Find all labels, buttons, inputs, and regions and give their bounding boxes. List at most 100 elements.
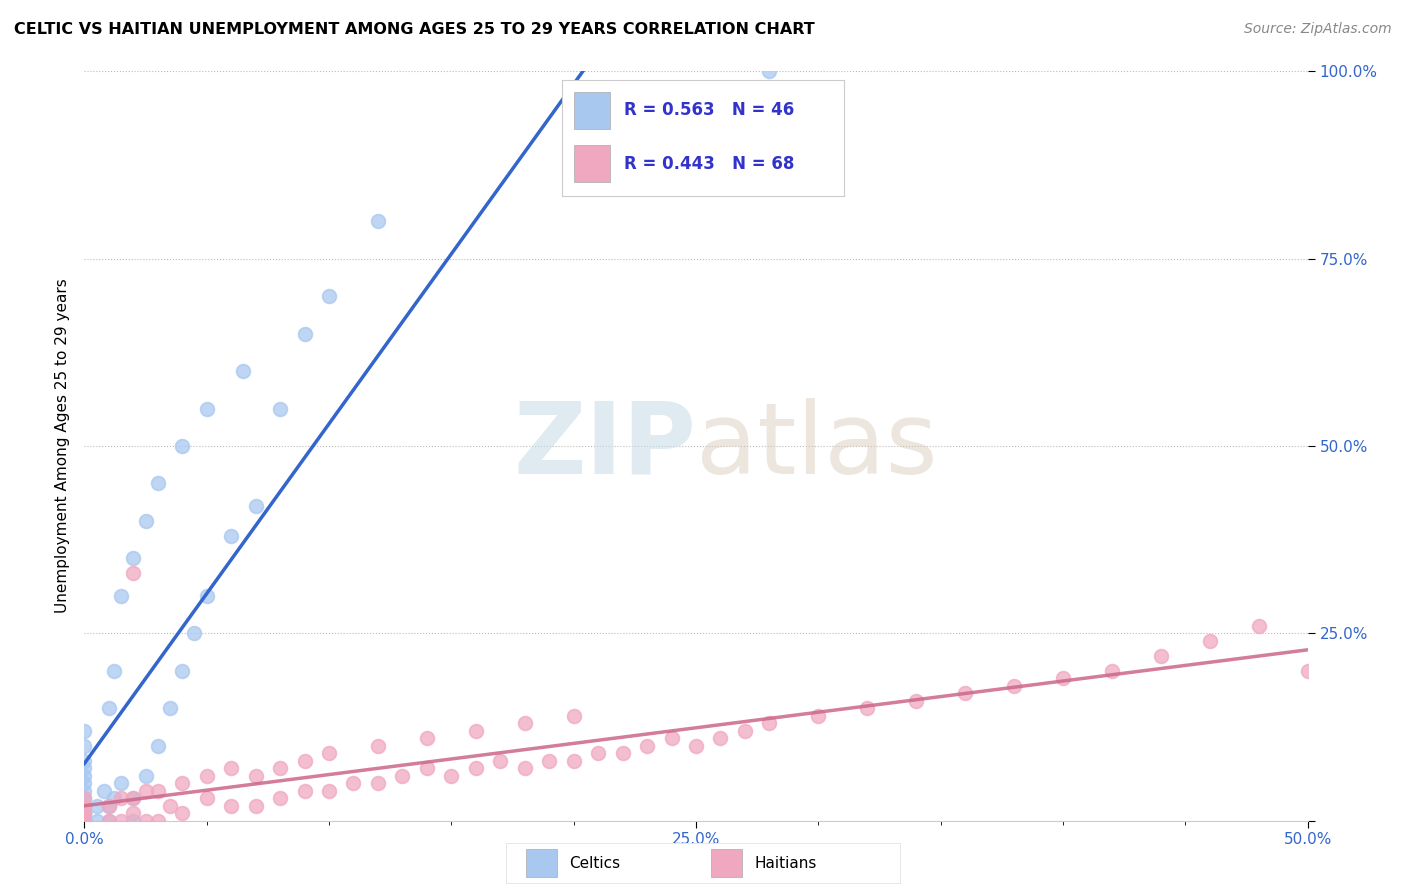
Point: [953, 686, 976, 700]
Point: [685, 739, 707, 753]
Point: [86, 814, 108, 828]
Point: [97, 701, 120, 715]
Point: [172, 806, 194, 821]
Point: [612, 746, 634, 760]
Point: [73, 806, 96, 821]
Point: [73, 814, 96, 828]
Point: [342, 776, 364, 790]
Point: [135, 783, 157, 797]
Point: [1296, 664, 1319, 678]
Text: CELTIC VS HAITIAN UNEMPLOYMENT AMONG AGES 25 TO 29 YEARS CORRELATION CHART: CELTIC VS HAITIAN UNEMPLOYMENT AMONG AGE…: [14, 22, 815, 37]
Point: [367, 214, 389, 228]
Point: [183, 626, 205, 640]
Point: [73, 739, 96, 753]
FancyBboxPatch shape: [711, 849, 742, 877]
Point: [73, 806, 96, 821]
Text: Haitians: Haitians: [754, 855, 817, 871]
Point: [73, 814, 96, 828]
Point: [1150, 648, 1173, 663]
Point: [159, 798, 181, 813]
Point: [367, 739, 389, 753]
Point: [110, 776, 132, 790]
Point: [294, 754, 316, 768]
Point: [73, 791, 96, 805]
Point: [73, 814, 96, 828]
Point: [73, 814, 96, 828]
Point: [245, 499, 267, 513]
Point: [103, 664, 125, 678]
Point: [73, 814, 96, 828]
Point: [172, 439, 194, 453]
Point: [159, 701, 181, 715]
Point: [464, 761, 486, 775]
Point: [758, 716, 780, 731]
Point: [195, 589, 218, 603]
Point: [440, 769, 463, 783]
Point: [219, 529, 242, 543]
Point: [172, 776, 194, 790]
Point: [172, 664, 194, 678]
Point: [73, 814, 96, 828]
Point: [562, 708, 585, 723]
Point: [135, 814, 157, 828]
Point: [146, 814, 169, 828]
Point: [318, 783, 340, 797]
Point: [269, 761, 291, 775]
Point: [1002, 679, 1025, 693]
Point: [1101, 664, 1123, 678]
Point: [905, 694, 928, 708]
Point: [219, 798, 242, 813]
Text: ZIP: ZIP: [513, 398, 696, 494]
Point: [122, 814, 145, 828]
Point: [73, 814, 96, 828]
Point: [73, 723, 96, 738]
Point: [110, 589, 132, 603]
Point: [636, 739, 658, 753]
Point: [1052, 671, 1074, 685]
Point: [73, 754, 96, 768]
Point: [97, 798, 120, 813]
Point: [416, 761, 439, 775]
Point: [734, 723, 756, 738]
Point: [1198, 633, 1220, 648]
Point: [856, 701, 879, 715]
Point: [73, 806, 96, 821]
Point: [73, 791, 96, 805]
Point: [245, 769, 267, 783]
Point: [513, 761, 536, 775]
Point: [122, 791, 145, 805]
Point: [562, 754, 585, 768]
Point: [489, 754, 512, 768]
Point: [538, 754, 561, 768]
Point: [318, 289, 340, 303]
Point: [110, 814, 132, 828]
Point: [1247, 619, 1270, 633]
Point: [73, 806, 96, 821]
Point: [73, 798, 96, 813]
Point: [97, 814, 120, 828]
Point: [195, 401, 218, 416]
Point: [513, 716, 536, 731]
Point: [195, 791, 218, 805]
Point: [269, 401, 291, 416]
Point: [269, 791, 291, 805]
Point: [294, 326, 316, 341]
FancyBboxPatch shape: [574, 92, 610, 129]
Point: [758, 64, 780, 78]
Point: [807, 708, 830, 723]
FancyBboxPatch shape: [526, 849, 557, 877]
Point: [93, 783, 115, 797]
Point: [122, 566, 145, 581]
Point: [110, 791, 132, 805]
Point: [367, 776, 389, 790]
Text: Source: ZipAtlas.com: Source: ZipAtlas.com: [1244, 22, 1392, 37]
Point: [318, 746, 340, 760]
Point: [146, 783, 169, 797]
Point: [73, 769, 96, 783]
Point: [135, 769, 157, 783]
Point: [195, 769, 218, 783]
Point: [416, 731, 439, 746]
Point: [97, 814, 120, 828]
Point: [245, 798, 267, 813]
Text: R = 0.563   N = 46: R = 0.563 N = 46: [624, 102, 794, 120]
